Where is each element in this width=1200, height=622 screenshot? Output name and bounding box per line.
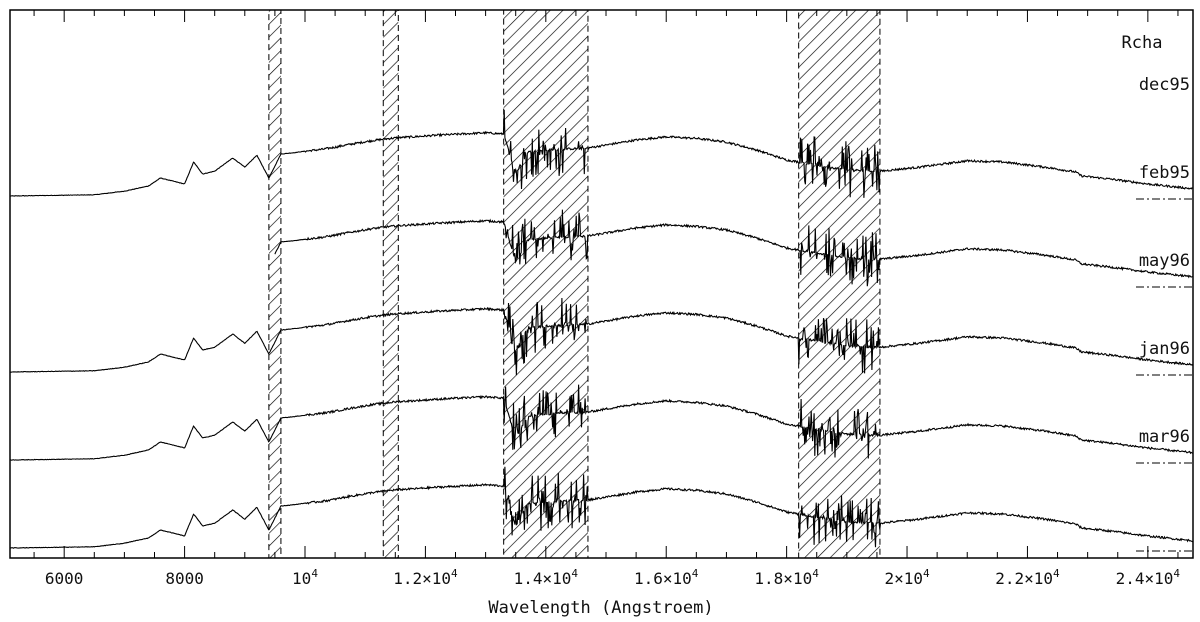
chart-title: Rcha (1122, 33, 1163, 53)
x-tick-label: 1.4×104 (514, 567, 579, 588)
series-label-mar96: mar96 (1139, 427, 1190, 447)
hatched-region-1 (268, 9, 282, 559)
x-tick-labels: 6000 8000 104 1.2×104 1.4×104 1.6×104 1.8×104 2… (45, 567, 1181, 588)
hatched-region-2 (382, 9, 399, 559)
hatched-region-4 (798, 9, 881, 559)
plot-frame (9, 9, 1194, 559)
series-labels: dec95 feb95 may96 jan96 mar96 (1139, 75, 1190, 447)
x-tick-label: 2×104 (884, 567, 930, 588)
series-label-dec95: dec95 (1139, 75, 1190, 95)
x-axis-ticks (33, 10, 1179, 558)
spectrum-may96 (10, 297, 1193, 376)
spectrum-mar96 (9, 466, 1193, 549)
series-label-may96: may96 (1139, 251, 1190, 271)
x-tick-label: 8000 (165, 569, 204, 588)
x-tick-label: 2.2×104 (995, 567, 1060, 588)
hatched-region-3 (503, 9, 589, 559)
excluded-regions (268, 9, 881, 559)
spectrum-dec95 (9, 109, 1193, 198)
x-tick-label: 1.8×104 (754, 567, 819, 588)
series-label-feb95: feb95 (1139, 163, 1190, 183)
spectra-series (9, 109, 1193, 552)
spectrum-jan96 (9, 384, 1193, 461)
x-axis-label: Wavelength (Angstroem) (488, 598, 713, 618)
x-tick-label: 6000 (45, 569, 84, 588)
x-tick-label: 1.6×104 (634, 567, 699, 588)
series-label-jan96: jan96 (1139, 339, 1190, 359)
x-tick-label: 1.2×104 (393, 567, 458, 588)
x-tick-label: 2.4×104 (1116, 567, 1181, 588)
spectrum-feb95 (274, 209, 1193, 287)
x-tick-label: 104 (292, 567, 318, 588)
